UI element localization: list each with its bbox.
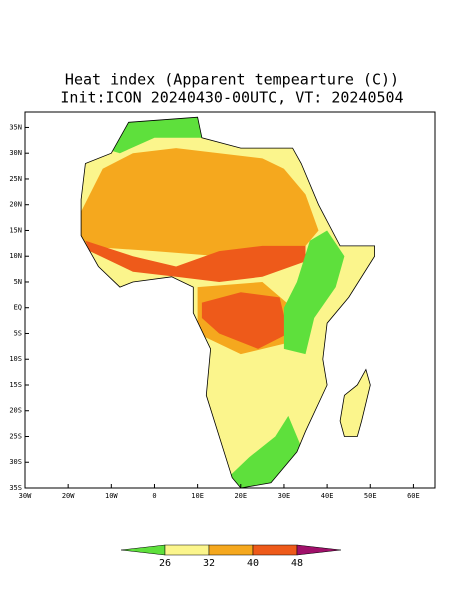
- lat-tick-label: 10S: [9, 355, 22, 363]
- colorbar: 26 32 40 48: [120, 544, 342, 569]
- heat-zone: [201, 292, 289, 349]
- map-subtitle: Init:ICON 20240430-00UTC, VT: 20240504: [60, 89, 403, 107]
- lat-tick-label: 5N: [14, 278, 22, 286]
- heat-zone: [283, 230, 345, 355]
- lat-tick-label: 15S: [9, 381, 22, 389]
- colorbar-box: [252, 544, 298, 556]
- lon-tick-label: 0: [152, 492, 156, 500]
- lon-tick-label: 60E: [407, 492, 420, 500]
- lat-tick-label: EQ: [14, 304, 22, 312]
- lat-tick-label: 30S: [9, 458, 22, 466]
- colorbar-box: [164, 544, 210, 556]
- lon-tick-label: 20W: [62, 492, 75, 500]
- lon-tick-label: 10W: [105, 492, 118, 500]
- lat-tick-label: 35N: [9, 123, 22, 131]
- lat-tick-label: 25N: [9, 175, 22, 183]
- lat-tick-label: 25S: [9, 432, 22, 440]
- map-frame: [24, 111, 436, 489]
- colorbar-label: 26: [159, 558, 171, 569]
- heat-zone: [227, 415, 302, 488]
- lat-tick-label: 15N: [9, 226, 22, 234]
- lat-tick-label: 10N: [9, 252, 22, 260]
- colorbar-box: [208, 544, 254, 556]
- lat-tick-label: 30N: [9, 149, 22, 157]
- land-fill: [81, 117, 345, 488]
- lat-tick-label: 35S: [9, 484, 22, 492]
- colorbar-label: 48: [291, 558, 303, 569]
- colorbar-label: 40: [247, 558, 259, 569]
- lon-tick-label: 30E: [278, 492, 291, 500]
- heat-zone: [81, 148, 319, 267]
- lon-tick-label: 30W: [19, 492, 32, 500]
- map-area: [80, 116, 376, 489]
- lat-tick-label: 20N: [9, 201, 22, 209]
- lon-tick-label: 20E: [234, 492, 247, 500]
- heat-zone: [85, 240, 306, 282]
- lon-tick-label: 50E: [364, 492, 377, 500]
- colorbar-high: [296, 544, 342, 556]
- map-title: Heat index (Apparent tempearture (C)): [65, 71, 399, 89]
- lon-tick-label: 10E: [191, 492, 204, 500]
- madagascar: [339, 368, 371, 437]
- lat-tick-label: 20S: [9, 407, 22, 415]
- coastline: [80, 116, 376, 489]
- colorbar-low: [120, 544, 166, 556]
- lat-tick-label: 5S: [14, 329, 22, 337]
- colorbar-label: 32: [203, 558, 215, 569]
- lon-tick-label: 40E: [321, 492, 334, 500]
